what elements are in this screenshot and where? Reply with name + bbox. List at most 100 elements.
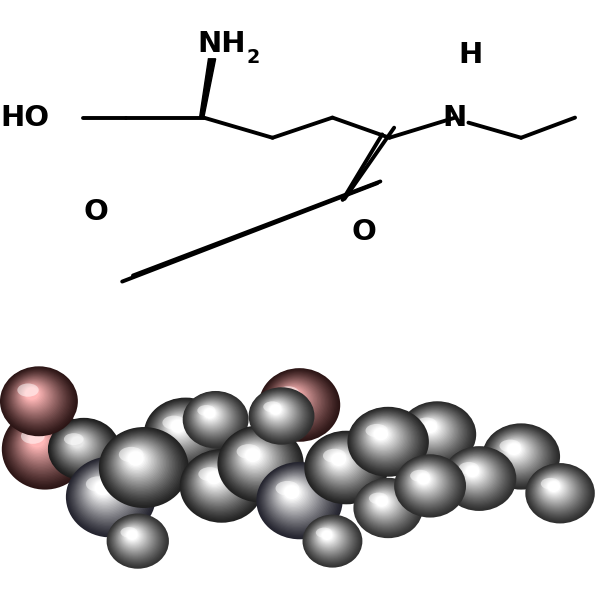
Ellipse shape [7,413,80,481]
Ellipse shape [264,468,331,529]
Ellipse shape [324,447,358,476]
Ellipse shape [414,414,452,446]
Ellipse shape [0,367,78,436]
Ellipse shape [326,448,355,474]
Ellipse shape [219,427,301,500]
Ellipse shape [61,428,99,462]
Ellipse shape [231,437,282,482]
Ellipse shape [268,472,324,522]
Ellipse shape [228,434,288,488]
Ellipse shape [304,516,359,565]
Ellipse shape [93,479,114,498]
Ellipse shape [152,404,215,460]
Ellipse shape [282,387,305,409]
Ellipse shape [409,410,459,452]
Ellipse shape [483,424,559,488]
Ellipse shape [166,416,193,439]
Ellipse shape [361,484,412,528]
Ellipse shape [26,430,51,453]
Ellipse shape [191,398,235,436]
Ellipse shape [231,436,283,484]
Ellipse shape [495,434,539,471]
Ellipse shape [531,468,586,515]
Ellipse shape [269,377,324,427]
Ellipse shape [261,398,295,427]
Ellipse shape [405,407,466,458]
Ellipse shape [121,446,155,476]
Ellipse shape [400,460,456,509]
Text: H: H [458,41,482,70]
Ellipse shape [198,464,235,497]
Ellipse shape [410,467,441,494]
Ellipse shape [185,454,255,515]
Ellipse shape [29,432,46,449]
Ellipse shape [69,460,150,532]
Ellipse shape [107,434,177,497]
Ellipse shape [11,417,74,476]
Ellipse shape [366,488,403,520]
Ellipse shape [312,437,376,493]
Ellipse shape [187,456,251,511]
Ellipse shape [268,376,326,429]
Ellipse shape [19,424,60,463]
Ellipse shape [280,482,305,505]
Ellipse shape [402,461,454,506]
Ellipse shape [120,527,138,538]
Ellipse shape [59,427,102,464]
Ellipse shape [7,373,66,425]
Ellipse shape [6,371,69,428]
Ellipse shape [126,450,147,469]
Ellipse shape [196,463,238,500]
Ellipse shape [146,399,225,469]
Ellipse shape [497,435,537,469]
Ellipse shape [537,472,577,508]
Ellipse shape [373,427,389,442]
Ellipse shape [404,406,467,460]
Ellipse shape [269,404,283,416]
Ellipse shape [268,403,285,418]
Ellipse shape [527,464,592,521]
Ellipse shape [17,422,63,466]
Ellipse shape [546,480,562,494]
Ellipse shape [268,403,284,417]
Ellipse shape [442,446,516,511]
Ellipse shape [506,442,524,457]
Ellipse shape [423,421,437,433]
Ellipse shape [199,405,222,425]
Ellipse shape [189,457,248,509]
Ellipse shape [241,445,267,467]
Ellipse shape [258,395,300,432]
Ellipse shape [276,383,313,416]
Ellipse shape [271,475,320,518]
Ellipse shape [352,410,422,470]
Ellipse shape [122,446,153,475]
Ellipse shape [259,369,339,440]
Ellipse shape [356,479,419,535]
Ellipse shape [123,447,151,473]
Ellipse shape [112,518,161,561]
Ellipse shape [276,481,300,496]
Ellipse shape [187,394,242,442]
Ellipse shape [416,472,432,487]
Ellipse shape [452,454,501,497]
Ellipse shape [182,451,259,519]
Ellipse shape [409,466,443,497]
Ellipse shape [348,407,428,476]
Ellipse shape [537,473,576,507]
Ellipse shape [410,467,442,496]
Ellipse shape [541,476,570,502]
Ellipse shape [198,464,234,496]
Ellipse shape [84,472,127,511]
Ellipse shape [370,491,397,515]
Ellipse shape [318,527,338,545]
Ellipse shape [305,517,358,563]
Ellipse shape [532,469,585,514]
Ellipse shape [410,470,430,482]
Ellipse shape [160,411,202,448]
Ellipse shape [111,517,162,562]
Ellipse shape [8,373,65,424]
Ellipse shape [252,390,309,440]
Ellipse shape [459,460,491,487]
Ellipse shape [491,431,546,477]
Ellipse shape [534,470,582,512]
